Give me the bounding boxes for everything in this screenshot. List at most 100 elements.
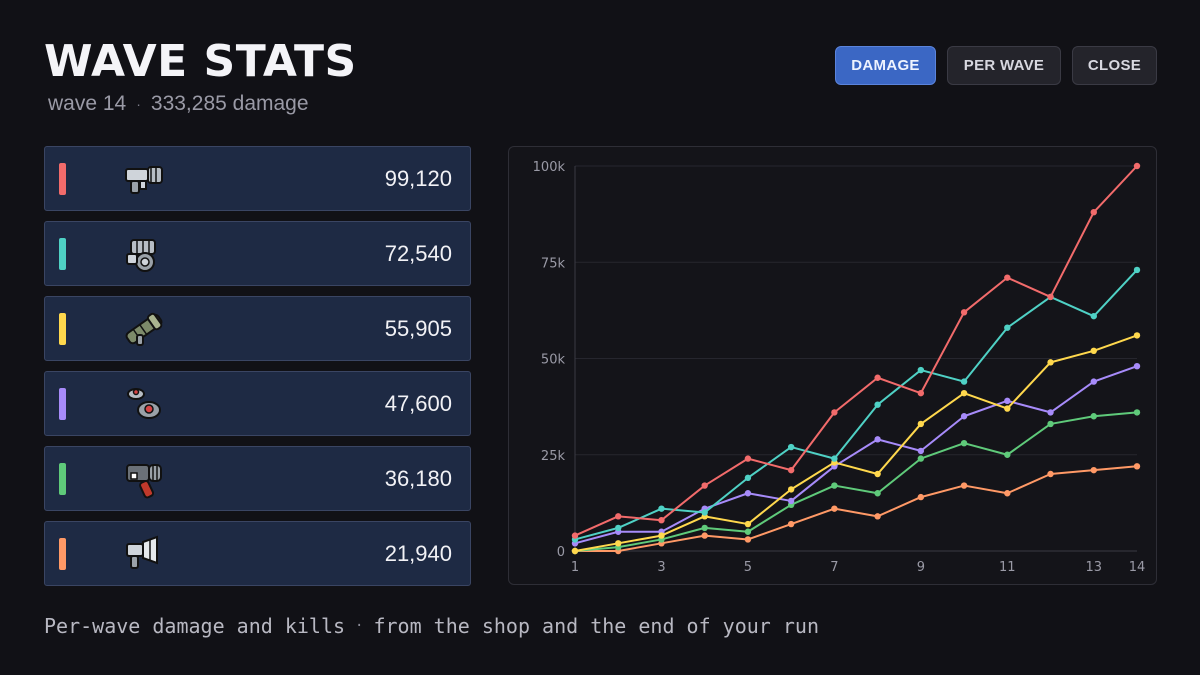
data-point — [917, 366, 925, 374]
data-point — [615, 513, 622, 520]
damage-total: 333,285 damage — [150, 92, 309, 115]
x-tick-label: 1 — [571, 560, 579, 575]
weapon-damage-value: 36,180 — [384, 465, 452, 491]
data-point — [831, 482, 838, 489]
data-point — [1004, 451, 1011, 458]
data-point — [960, 309, 968, 316]
blaster-icon — [126, 535, 158, 569]
weapon-color-bar — [59, 388, 66, 420]
data-point — [1133, 363, 1141, 370]
weapon-row[interactable]: 47,600 — [44, 371, 471, 436]
data-point — [1047, 359, 1054, 366]
data-point — [874, 436, 881, 443]
data-point — [787, 443, 795, 451]
wave-label: wave 14 — [48, 92, 127, 115]
data-point — [1004, 405, 1011, 412]
data-point — [744, 536, 752, 543]
data-point — [874, 513, 881, 520]
data-point — [744, 455, 752, 462]
data-point — [1090, 347, 1097, 354]
data-point — [787, 497, 795, 505]
data-point — [701, 524, 708, 532]
close-button[interactable]: CLOSE — [1072, 46, 1157, 85]
data-point — [744, 528, 752, 535]
data-point — [744, 474, 752, 482]
weapon-damage-value: 55,905 — [384, 315, 452, 341]
weapon-damage-value: 99,120 — [384, 165, 452, 191]
data-point — [917, 447, 925, 455]
x-tick-label: 14 — [1129, 560, 1146, 575]
y-tick-label: 25k — [541, 449, 566, 464]
weapon-color-bar — [59, 163, 66, 195]
data-point — [960, 440, 968, 447]
data-point — [1090, 378, 1097, 385]
data-point — [1133, 332, 1141, 339]
data-point — [1133, 266, 1141, 274]
data-point — [1090, 312, 1097, 320]
weapon-row[interactable]: 36,180 — [44, 446, 471, 511]
data-point — [1004, 490, 1011, 497]
flamethrower-icon — [126, 464, 162, 499]
data-point — [1047, 470, 1054, 478]
data-point — [917, 493, 925, 501]
page-title: WAVE STATS — [44, 36, 357, 87]
x-tick-label: 11 — [999, 560, 1016, 575]
data-point — [831, 455, 838, 462]
series-line — [574, 269, 1138, 541]
data-point — [658, 532, 665, 539]
data-point — [1004, 397, 1011, 405]
data-point — [874, 490, 881, 497]
weapon-color-bar — [59, 538, 66, 570]
data-point — [1090, 209, 1097, 216]
per-wave-tab-button[interactable]: PER WAVE — [947, 46, 1061, 85]
weapon-row[interactable]: 55,905 — [44, 296, 471, 361]
data-point — [874, 374, 881, 381]
x-tick-label: 5 — [744, 560, 752, 575]
data-point — [1004, 324, 1011, 331]
weapon-damage-value: 21,940 — [384, 540, 452, 566]
footer-right-text: from the shop and the end of your run — [373, 614, 819, 638]
series-line — [574, 165, 1138, 537]
data-point — [701, 509, 708, 516]
data-point — [658, 505, 665, 512]
weapon-color-bar — [59, 463, 66, 495]
data-point — [744, 520, 752, 528]
data-point — [701, 532, 708, 539]
data-point — [1133, 409, 1141, 416]
data-point — [615, 540, 622, 547]
data-point — [831, 505, 838, 512]
weapon-row[interactable]: 21,940 — [44, 521, 471, 586]
data-point — [917, 455, 925, 462]
weapon-row[interactable]: 72,540 — [44, 221, 471, 286]
weapon-color-bar — [59, 238, 66, 270]
series-line — [574, 365, 1138, 545]
data-point — [1047, 420, 1054, 428]
y-tick-label: 0 — [557, 545, 565, 560]
data-point — [1133, 463, 1141, 470]
y-tick-label: 50k — [541, 353, 566, 368]
data-point — [701, 482, 708, 489]
weapon-row[interactable]: 99,120 — [44, 146, 471, 211]
data-point — [1047, 293, 1054, 301]
data-point — [1133, 162, 1141, 170]
damage-chart-panel: 0 25k 50k 75k 100k 1 3 5 7 9 11 13 14 — [508, 146, 1157, 585]
y-tick-label: 75k — [541, 256, 566, 271]
mine-icon — [127, 388, 161, 419]
data-point — [960, 413, 968, 420]
wave-summary: wave 14 · 333,285 damage — [48, 92, 309, 116]
x-tick-label: 3 — [657, 560, 665, 575]
x-tick-label: 13 — [1085, 560, 1102, 575]
data-point — [874, 470, 881, 478]
data-point — [787, 486, 795, 493]
x-tick-label: 7 — [830, 560, 838, 575]
data-point — [571, 532, 579, 539]
damage-tab-button[interactable]: DAMAGE — [835, 46, 936, 85]
footer-caption: Per-wave damage and kills · from the sho… — [44, 614, 819, 638]
data-point — [571, 547, 579, 555]
data-point — [744, 490, 752, 497]
minigun-icon — [125, 166, 163, 194]
weapon-damage-value: 72,540 — [384, 240, 452, 266]
data-point — [615, 524, 622, 532]
footer-separator: · — [355, 618, 364, 634]
